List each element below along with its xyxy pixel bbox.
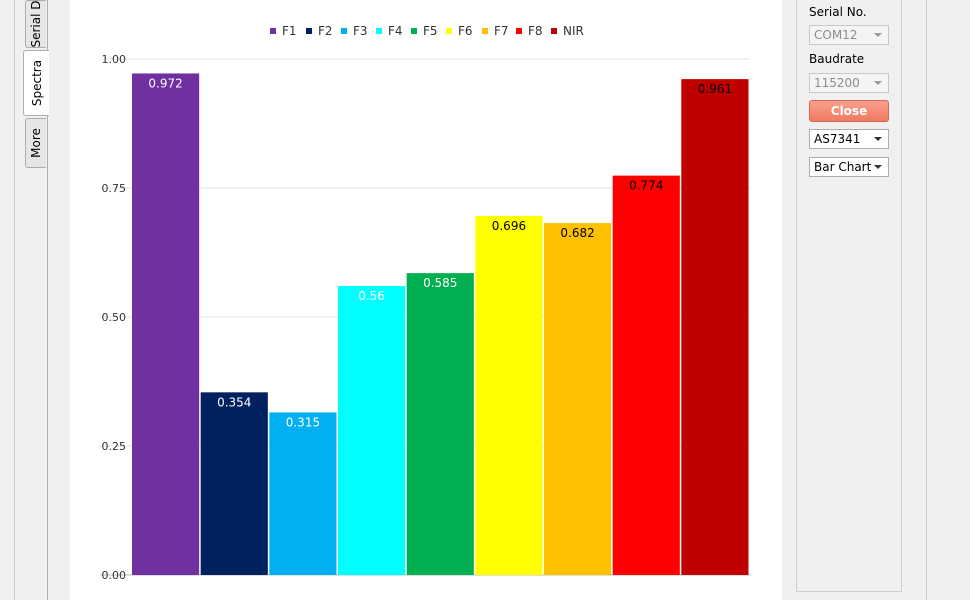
bar-value-label: 0.961 [698,82,732,96]
y-tick-label: 0.25 [102,440,127,453]
window-border-right [926,0,927,600]
bar-value-label: 0.585 [423,276,457,290]
legend-swatch [376,28,382,34]
sensor-value: AS7341 [814,132,861,146]
legend-label: F7 [494,24,509,38]
bar-value-label: 0.315 [286,415,320,429]
bar [475,215,543,575]
legend-swatch [411,28,417,34]
baudrate-select[interactable]: 115200 [809,73,889,93]
serial-port-value: COM12 [814,28,858,42]
bar [269,412,337,575]
bar [132,73,200,575]
tab-spectra-label: Spectra [29,59,44,107]
chart-type-select[interactable]: Bar Chart [809,157,889,177]
baudrate-label: Baudrate [809,52,865,66]
chevron-down-icon [874,81,882,85]
serial-port-select[interactable]: COM12 [809,25,889,45]
bar-value-label: 0.696 [492,219,526,233]
legend-swatch [551,28,557,34]
tab-more[interactable]: More [25,118,46,168]
legend-label: F2 [318,24,333,38]
y-tick-label: 0.50 [102,311,127,324]
bar [200,392,268,575]
bar-value-label: 0.354 [217,395,251,409]
legend-label: F1 [282,24,297,38]
chart-type-value: Bar Chart [814,160,872,174]
spectra-bar-chart: 0.00 0.25 0.50 0.75 1.00 0.972 0.354 0.315 0.56 0… [100,24,750,582]
y-tick-label: 0.75 [102,182,127,195]
legend-swatch [306,28,312,34]
chevron-down-icon [874,137,882,141]
close-button[interactable]: Close [809,100,889,122]
legend-swatch [516,28,522,34]
bar [338,286,406,575]
legend-swatch [446,28,452,34]
chevron-down-icon [874,33,882,37]
bar [544,223,612,575]
bar-value-label: 0.774 [629,179,663,193]
sensor-select[interactable]: AS7341 [809,129,889,149]
chevron-down-icon [874,165,882,169]
bar-value-label: 0.56 [358,289,385,303]
tab-pane-border [47,0,48,600]
baudrate-value: 115200 [814,76,860,90]
window-border-left [14,0,15,600]
control-panel [796,0,902,592]
legend-swatch [341,28,347,34]
legend-label: F5 [423,24,438,38]
y-tick-label: 1.00 [102,53,127,66]
bar [681,79,749,576]
bar-value-label: 0.972 [148,76,182,90]
legend-swatch [270,28,276,34]
bar [406,273,474,575]
bar [612,175,680,575]
tab-spectra[interactable]: Spectra [23,50,49,116]
legend-label: NIR [563,24,584,38]
bar-value-label: 0.682 [560,226,594,240]
serial-no-label: Serial No. [809,5,867,19]
legend-label: F3 [353,24,368,38]
legend-swatch [482,28,488,34]
legend-label: F8 [528,24,543,38]
legend-label: F6 [458,24,473,38]
y-tick-label: 0.00 [102,569,127,582]
legend-label: F4 [388,24,403,38]
tab-serial-data[interactable]: Serial D [25,0,46,48]
